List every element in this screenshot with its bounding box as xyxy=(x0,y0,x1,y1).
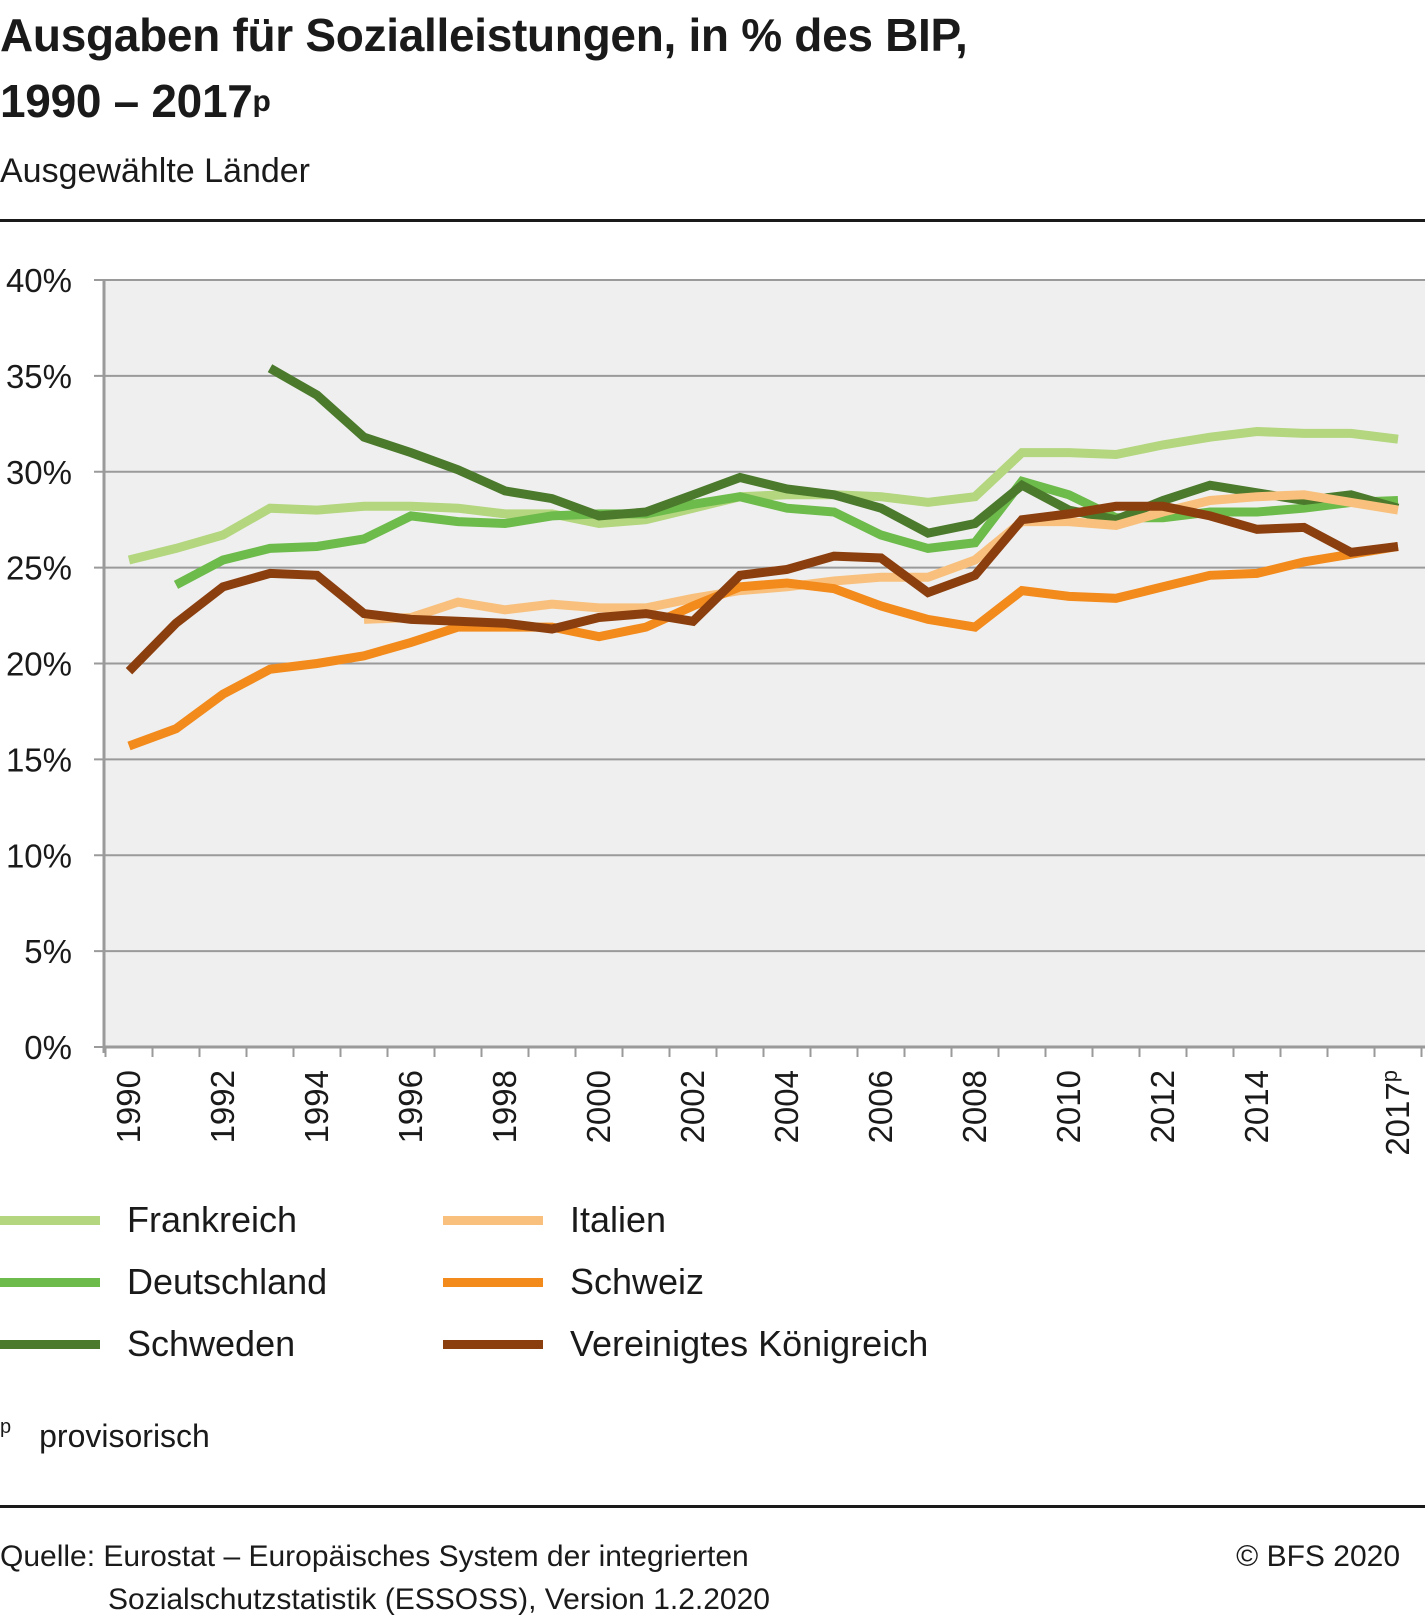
legend-item-italien: Italien xyxy=(443,1199,667,1240)
x-tick-label-1992: 1992 xyxy=(204,1070,241,1143)
top-divider xyxy=(0,219,1425,222)
y-tick-label-10: 10% xyxy=(6,837,72,874)
x-tick-label-2010: 2010 xyxy=(1050,1070,1087,1143)
y-tick-label-35: 35% xyxy=(6,358,72,395)
legend-label-italien: Italien xyxy=(570,1199,667,1240)
x-tick-label-1990: 1990 xyxy=(110,1070,147,1143)
legend-label-schweiz: Schweiz xyxy=(570,1261,705,1302)
chart-title-years: 1990 – 2017 xyxy=(0,75,253,127)
x-tick-label-1998: 1998 xyxy=(486,1070,523,1143)
chart-title: Ausgaben für Sozialleistungen, in % des … xyxy=(0,2,1300,141)
x-tick-label-2008: 2008 xyxy=(956,1070,993,1143)
x-tick-label-sup-2017: p xyxy=(1377,1070,1402,1082)
y-tick-label-25: 25% xyxy=(6,550,72,587)
legend-label-schweden: Schweden xyxy=(127,1323,296,1364)
series-line-frankreich xyxy=(127,426,1399,565)
legend-item-vereinigtes-koenigreich: Vereinigtes Königreich xyxy=(443,1323,929,1364)
legend-item-deutschland: Deutschland xyxy=(0,1261,328,1302)
legend-swatch-frankreich xyxy=(0,1215,100,1225)
x-tick-label-1994: 1994 xyxy=(298,1070,335,1143)
bottom-divider xyxy=(0,1505,1425,1508)
legend-label-vereinigtes-koenigreich: Vereinigtes Königreich xyxy=(570,1323,929,1364)
y-tick-label-15: 15% xyxy=(6,741,72,778)
legend-item-frankreich: Frankreich xyxy=(0,1199,298,1240)
y-tick-label-5: 5% xyxy=(24,933,72,970)
x-tick-label-2006: 2006 xyxy=(862,1070,899,1143)
x-tick-label-1996: 1996 xyxy=(392,1070,429,1143)
x-tick-label-2000: 2000 xyxy=(580,1070,617,1143)
source-line1: Quelle: Eurostat – Europäisches System d… xyxy=(0,1540,749,1573)
source-line2: Sozialschutzstatistik (ESSOSS), Version … xyxy=(108,1583,770,1616)
legend-swatch-schweden xyxy=(0,1339,100,1349)
y-tick-label-20: 20% xyxy=(6,646,72,683)
x-tick-label-2014: 2014 xyxy=(1238,1070,1275,1143)
footnote-text: provisorisch xyxy=(39,1418,210,1454)
legend-item-schweden: Schweden xyxy=(0,1323,296,1364)
line-chart: 0% 5% 10% 15% 20% 25% 30% 35% 40% 1990 1992 1994 199… xyxy=(6,262,1425,1156)
chart-title-line1: Ausgaben für Sozialleistungen, in % des … xyxy=(0,9,968,61)
chart-legend: Frankreich Deutschland Schweden Italien … xyxy=(0,1199,1425,1400)
legend-swatch-italien xyxy=(443,1215,543,1225)
y-tick-label-30: 30% xyxy=(6,454,72,491)
y-tick-label-0: 0% xyxy=(24,1029,72,1066)
x-tick-label-2004: 2004 xyxy=(768,1070,805,1143)
x-tick-label-2012: 2012 xyxy=(1144,1070,1181,1143)
x-tick-label-2002: 2002 xyxy=(674,1070,711,1143)
legend-swatch-schweiz xyxy=(443,1277,543,1287)
chart-title-superscript: p xyxy=(252,85,271,118)
footnote-mark: p xyxy=(0,1416,12,1438)
series-line-italien xyxy=(363,490,1399,624)
series-line-schweiz xyxy=(127,542,1399,751)
legend-swatch-deutschland xyxy=(0,1277,100,1287)
x-tick-label-main-2017: 2017 xyxy=(1379,1082,1416,1155)
legend-item-schweiz: Schweiz xyxy=(443,1261,705,1302)
chart-subtitle: Ausgewählte Länder xyxy=(0,152,311,190)
series-line-schweden xyxy=(267,364,1400,538)
chart-title-line2: 1990 – 2017p xyxy=(0,68,1300,141)
source-note: Quelle: Eurostat – Europäisches System d… xyxy=(0,1535,770,1621)
x-tick-label-2017: 2017p xyxy=(1377,1070,1416,1156)
plot-area: 0% 5% 10% 15% 20% 25% 30% 35% 40% 1990 1992 1994 199… xyxy=(6,262,1425,1156)
y-tick-label-40: 40% xyxy=(6,262,72,299)
legend-label-frankreich: Frankreich xyxy=(127,1199,298,1240)
series-line-vereinigtes-koenigreich xyxy=(125,501,1399,675)
footnote: p provisorisch xyxy=(0,1416,210,1455)
copyright: © BFS 2020 xyxy=(1236,1540,1400,1573)
legend-label-deutschland: Deutschland xyxy=(127,1261,328,1302)
legend-swatch-vereinigtes-koenigreich xyxy=(443,1339,543,1349)
